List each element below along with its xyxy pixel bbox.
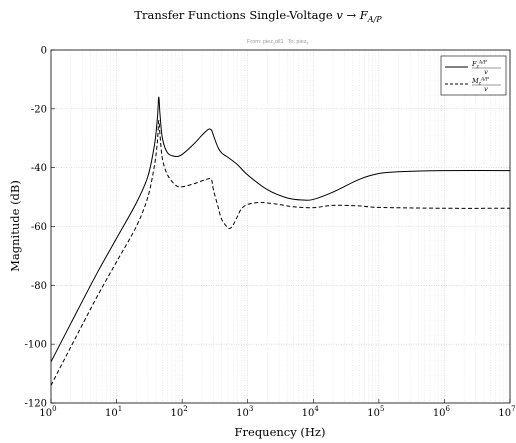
- y-tick-labels: 0 -20 -40 -60 -80 -100 -120: [25, 46, 55, 410]
- x-tick-labels: 100 101 102 103 104 105 106 107: [39, 399, 516, 419]
- y-tick-label: 0: [41, 46, 47, 57]
- y-tick-label: -100: [25, 340, 47, 351]
- grid: [51, 50, 510, 403]
- x-tick-label: 106: [433, 405, 451, 419]
- legend: FzA/P v MzA/P v: [440, 55, 507, 96]
- y-tick-label: -40: [31, 163, 47, 174]
- y-tick-label: -60: [31, 222, 47, 233]
- x-tick-label: 104: [302, 405, 320, 419]
- chart-subtitle: From: piezvoll1 To: piezF: [247, 39, 310, 46]
- legend-entry-1-den: v: [484, 68, 488, 76]
- x-tick-label: 100: [39, 405, 56, 419]
- series-line-2: [50, 120, 511, 386]
- y-tick-label: -80: [31, 281, 47, 292]
- legend-entry-1-num: FzA/P: [471, 60, 488, 70]
- y-tick-label: -120: [25, 399, 47, 410]
- x-tick-label: 101: [105, 405, 122, 419]
- curves: [50, 96, 511, 386]
- x-tick-label: 107: [498, 405, 515, 419]
- x-tick-label: 105: [367, 405, 384, 419]
- x-tick-label: 102: [171, 405, 188, 419]
- series-line-1: [50, 96, 511, 363]
- x-tick-label: 103: [236, 405, 253, 419]
- y-axis-label: Magnitude (dB): [8, 180, 22, 272]
- x-axis-label: Frequency (Hz): [235, 425, 326, 439]
- legend-entry-2-den: v: [484, 85, 488, 93]
- y-tick-label: -20: [31, 104, 47, 115]
- legend-box: [440, 55, 507, 96]
- chart-title: Transfer Functions Single-Voltage v → FA…: [134, 8, 382, 24]
- legend-entry-2-num: MzA/P: [471, 77, 490, 87]
